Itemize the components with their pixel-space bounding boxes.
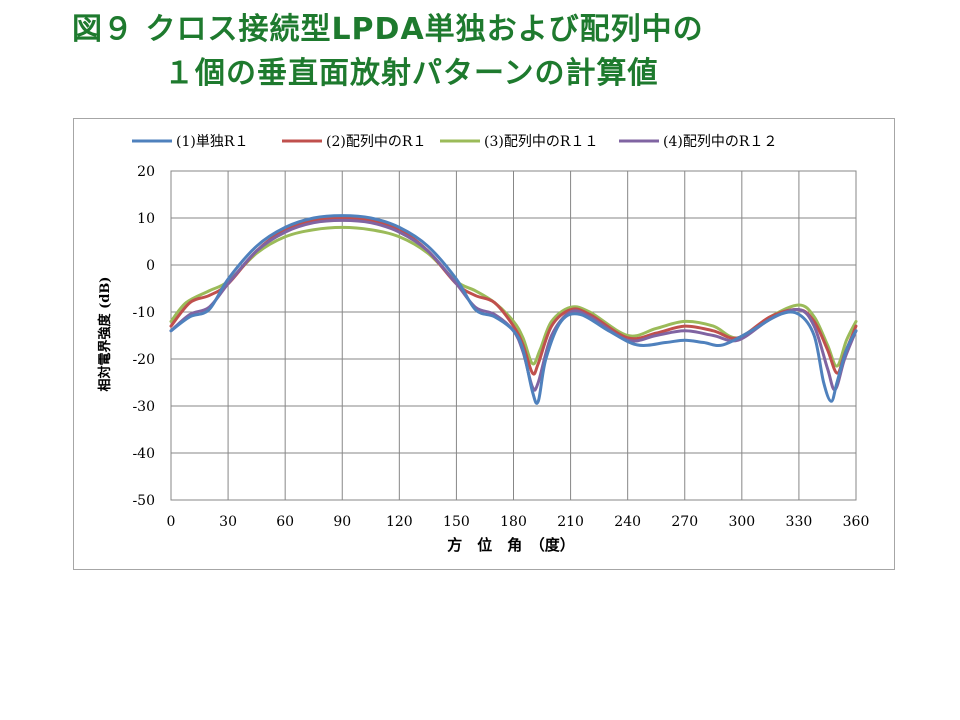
x-tick-label: 0 xyxy=(167,514,176,530)
x-tick-label: 150 xyxy=(443,514,470,530)
chart: 20 10 0 -10 -20 -30 -40 -50 0 30 60 90 120 150 180 210… xyxy=(97,134,870,554)
y-axis-label: 相対電界強度 (dB) xyxy=(97,277,113,392)
series-line-1 xyxy=(169,214,858,405)
x-tick-label: 120 xyxy=(386,514,413,530)
x-tick-label: 270 xyxy=(671,514,698,530)
x-tick-label: 30 xyxy=(219,514,237,530)
x-tick-label: 60 xyxy=(276,514,294,530)
legend: (1)単独R１ (2)配列中のR１ (3)配列中のR１１ (4)配列中のR１２ xyxy=(132,134,777,150)
grid xyxy=(170,170,857,501)
legend-label-3: (3)配列中のR１１ xyxy=(484,134,598,150)
x-tick-label: 300 xyxy=(728,514,755,530)
x-tick-label: 360 xyxy=(843,514,870,530)
figure-title-line2: １個の垂直面放射パターンの計算値 xyxy=(164,56,659,91)
x-tick-label: 210 xyxy=(557,514,584,530)
x-tick-label: 330 xyxy=(786,514,813,530)
y-tick-label: -50 xyxy=(132,493,155,509)
y-tick-label: 0 xyxy=(146,258,155,274)
figure-title: 図９ クロス接続型LPDA単独および配列中の １個の垂直面放射パターンの計算値 xyxy=(72,8,932,96)
y-tick-label: -30 xyxy=(132,399,155,415)
chart-frame: 20 10 0 -10 -20 -30 -40 -50 0 30 60 90 120 150 180 210… xyxy=(73,118,895,570)
y-tick-label: -40 xyxy=(132,446,155,462)
y-tick-label: -10 xyxy=(132,305,155,321)
x-axis-label: 方 位 角 （度） xyxy=(447,536,575,554)
x-tick-label: 90 xyxy=(333,514,351,530)
legend-label-1: (1)単独R１ xyxy=(176,134,248,150)
y-tick-label: -20 xyxy=(132,352,155,368)
series-line-3 xyxy=(169,225,858,368)
x-axis-ticks: 0 30 60 90 120 150 180 210 240 270 300 330 360 xyxy=(167,514,870,530)
figure-title-line1: 図９ クロス接続型LPDA単独および配列中の xyxy=(72,12,704,47)
x-tick-label: 240 xyxy=(614,514,641,530)
y-axis-ticks: 20 10 0 -10 -20 -30 -40 -50 xyxy=(132,164,155,509)
legend-label-4: (4)配列中のR１２ xyxy=(663,134,777,150)
y-tick-label: 20 xyxy=(137,164,155,180)
x-tick-label: 180 xyxy=(500,514,527,530)
series-lines xyxy=(169,214,858,405)
legend-label-2: (2)配列中のR１ xyxy=(326,134,426,150)
y-tick-label: 10 xyxy=(137,211,155,227)
